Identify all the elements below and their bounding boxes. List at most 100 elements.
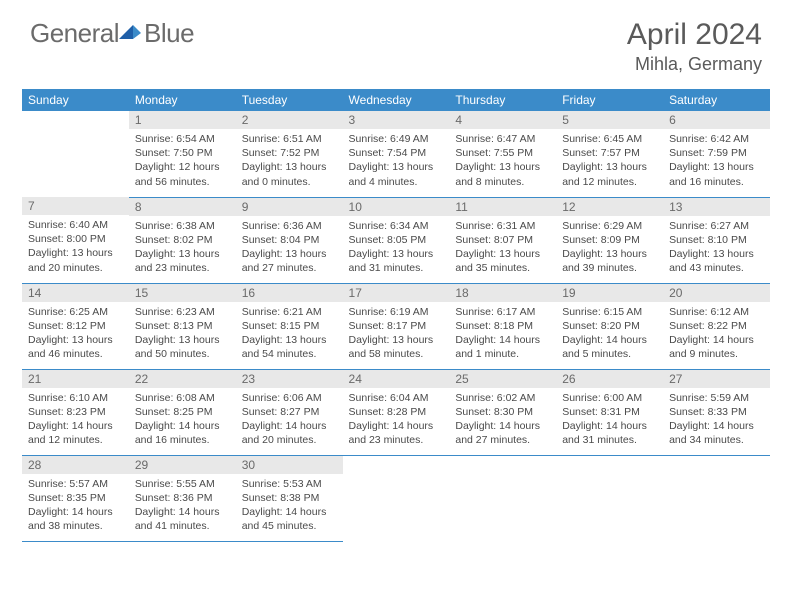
sunset-text: Sunset: 8:22 PM [669, 319, 764, 333]
day-number: 3 [343, 111, 450, 129]
daylight-line1: Daylight: 14 hours [562, 333, 657, 347]
sunset-text: Sunset: 8:27 PM [242, 405, 337, 419]
day-details: Sunrise: 6:00 AMSunset: 8:31 PMDaylight:… [556, 388, 663, 452]
daylight-line1: Daylight: 14 hours [455, 419, 550, 433]
day-details: Sunrise: 6:25 AMSunset: 8:12 PMDaylight:… [22, 302, 129, 366]
day-cell: 21Sunrise: 6:10 AMSunset: 8:23 PMDayligh… [22, 369, 129, 455]
day-details: Sunrise: 6:10 AMSunset: 8:23 PMDaylight:… [22, 388, 129, 452]
sunset-text: Sunset: 8:33 PM [669, 405, 764, 419]
day-number: 21 [22, 370, 129, 388]
sunset-text: Sunset: 8:18 PM [455, 319, 550, 333]
daylight-line2: and 56 minutes. [135, 175, 230, 189]
day-details: Sunrise: 6:47 AMSunset: 7:55 PMDaylight:… [449, 129, 556, 193]
day-number: 13 [663, 198, 770, 216]
sunrise-text: Sunrise: 6:47 AM [455, 132, 550, 146]
day-details: Sunrise: 6:23 AMSunset: 8:13 PMDaylight:… [129, 302, 236, 366]
day-cell: 26Sunrise: 6:00 AMSunset: 8:31 PMDayligh… [556, 369, 663, 455]
sunrise-text: Sunrise: 6:51 AM [242, 132, 337, 146]
day-number: 27 [663, 370, 770, 388]
daylight-line1: Daylight: 13 hours [349, 333, 444, 347]
sunset-text: Sunset: 8:15 PM [242, 319, 337, 333]
daylight-line2: and 16 minutes. [669, 175, 764, 189]
daylight-line1: Daylight: 14 hours [135, 419, 230, 433]
day-number: 1 [129, 111, 236, 129]
day-number: 22 [129, 370, 236, 388]
day-number: 10 [343, 198, 450, 216]
day-cell: 3Sunrise: 6:49 AMSunset: 7:54 PMDaylight… [343, 111, 450, 197]
day-details: Sunrise: 6:54 AMSunset: 7:50 PMDaylight:… [129, 129, 236, 193]
sunrise-text: Sunrise: 6:27 AM [669, 219, 764, 233]
daylight-line2: and 41 minutes. [135, 519, 230, 533]
day-details: Sunrise: 6:08 AMSunset: 8:25 PMDaylight:… [129, 388, 236, 452]
sunrise-text: Sunrise: 5:55 AM [135, 477, 230, 491]
daylight-line1: Daylight: 12 hours [135, 160, 230, 174]
daylight-line2: and 23 minutes. [349, 433, 444, 447]
daylight-line2: and 46 minutes. [28, 347, 123, 361]
daylight-line2: and 31 minutes. [349, 261, 444, 275]
day-number: 14 [22, 284, 129, 302]
daylight-line1: Daylight: 13 hours [349, 247, 444, 261]
day-cell: 9Sunrise: 6:36 AMSunset: 8:04 PMDaylight… [236, 197, 343, 283]
day-number: 25 [449, 370, 556, 388]
dow-sunday: Sunday [22, 89, 129, 111]
sunset-text: Sunset: 8:38 PM [242, 491, 337, 505]
sunset-text: Sunset: 8:13 PM [135, 319, 230, 333]
sunrise-text: Sunrise: 6:12 AM [669, 305, 764, 319]
daylight-line1: Daylight: 13 hours [242, 333, 337, 347]
daylight-line1: Daylight: 14 hours [135, 505, 230, 519]
daylight-line1: Daylight: 13 hours [455, 247, 550, 261]
calendar-week-row: 28Sunrise: 5:57 AMSunset: 8:35 PMDayligh… [22, 455, 770, 541]
daylight-line1: Daylight: 13 hours [28, 246, 123, 260]
day-details: Sunrise: 6:06 AMSunset: 8:27 PMDaylight:… [236, 388, 343, 452]
day-number: 9 [236, 198, 343, 216]
brand-logo: General Blue [30, 18, 194, 49]
sunset-text: Sunset: 8:25 PM [135, 405, 230, 419]
sunset-text: Sunset: 8:30 PM [455, 405, 550, 419]
daylight-line2: and 5 minutes. [562, 347, 657, 361]
day-number: 11 [449, 198, 556, 216]
daylight-line1: Daylight: 13 hours [562, 247, 657, 261]
location-label: Mihla, Germany [627, 54, 762, 75]
day-cell [449, 455, 556, 541]
sunrise-text: Sunrise: 6:36 AM [242, 219, 337, 233]
brand-part1: General [30, 18, 119, 49]
daylight-line1: Daylight: 14 hours [28, 419, 123, 433]
sunset-text: Sunset: 7:57 PM [562, 146, 657, 160]
calendar-table: Sunday Monday Tuesday Wednesday Thursday… [22, 89, 770, 542]
day-cell: 6Sunrise: 6:42 AMSunset: 7:59 PMDaylight… [663, 111, 770, 197]
daylight-line1: Daylight: 14 hours [242, 505, 337, 519]
sunrise-text: Sunrise: 6:42 AM [669, 132, 764, 146]
day-details: Sunrise: 6:51 AMSunset: 7:52 PMDaylight:… [236, 129, 343, 193]
sunset-text: Sunset: 8:02 PM [135, 233, 230, 247]
daylight-line2: and 1 minute. [455, 347, 550, 361]
sunrise-text: Sunrise: 6:10 AM [28, 391, 123, 405]
day-details: Sunrise: 5:57 AMSunset: 8:35 PMDaylight:… [22, 474, 129, 538]
day-cell: 15Sunrise: 6:23 AMSunset: 8:13 PMDayligh… [129, 283, 236, 369]
day-cell: 22Sunrise: 6:08 AMSunset: 8:25 PMDayligh… [129, 369, 236, 455]
day-number: 4 [449, 111, 556, 129]
sunrise-text: Sunrise: 6:34 AM [349, 219, 444, 233]
daylight-line1: Daylight: 13 hours [669, 160, 764, 174]
day-cell: 18Sunrise: 6:17 AMSunset: 8:18 PMDayligh… [449, 283, 556, 369]
day-cell: 20Sunrise: 6:12 AMSunset: 8:22 PMDayligh… [663, 283, 770, 369]
sunset-text: Sunset: 8:12 PM [28, 319, 123, 333]
day-details: Sunrise: 6:42 AMSunset: 7:59 PMDaylight:… [663, 129, 770, 193]
calendar-week-row: 14Sunrise: 6:25 AMSunset: 8:12 PMDayligh… [22, 283, 770, 369]
day-details: Sunrise: 6:45 AMSunset: 7:57 PMDaylight:… [556, 129, 663, 193]
sunset-text: Sunset: 8:10 PM [669, 233, 764, 247]
day-cell: 30Sunrise: 5:53 AMSunset: 8:38 PMDayligh… [236, 455, 343, 541]
day-cell: 16Sunrise: 6:21 AMSunset: 8:15 PMDayligh… [236, 283, 343, 369]
sunrise-text: Sunrise: 6:02 AM [455, 391, 550, 405]
daylight-line2: and 27 minutes. [242, 261, 337, 275]
day-cell: 29Sunrise: 5:55 AMSunset: 8:36 PMDayligh… [129, 455, 236, 541]
daylight-line2: and 38 minutes. [28, 519, 123, 533]
daylight-line2: and 54 minutes. [242, 347, 337, 361]
day-number: 12 [556, 198, 663, 216]
day-cell: 14Sunrise: 6:25 AMSunset: 8:12 PMDayligh… [22, 283, 129, 369]
sunset-text: Sunset: 8:05 PM [349, 233, 444, 247]
header: General Blue April 2024 Mihla, Germany [0, 0, 792, 83]
day-details: Sunrise: 6:17 AMSunset: 8:18 PMDaylight:… [449, 302, 556, 366]
sunset-text: Sunset: 8:07 PM [455, 233, 550, 247]
day-cell: 11Sunrise: 6:31 AMSunset: 8:07 PMDayligh… [449, 197, 556, 283]
daylight-line1: Daylight: 14 hours [669, 419, 764, 433]
